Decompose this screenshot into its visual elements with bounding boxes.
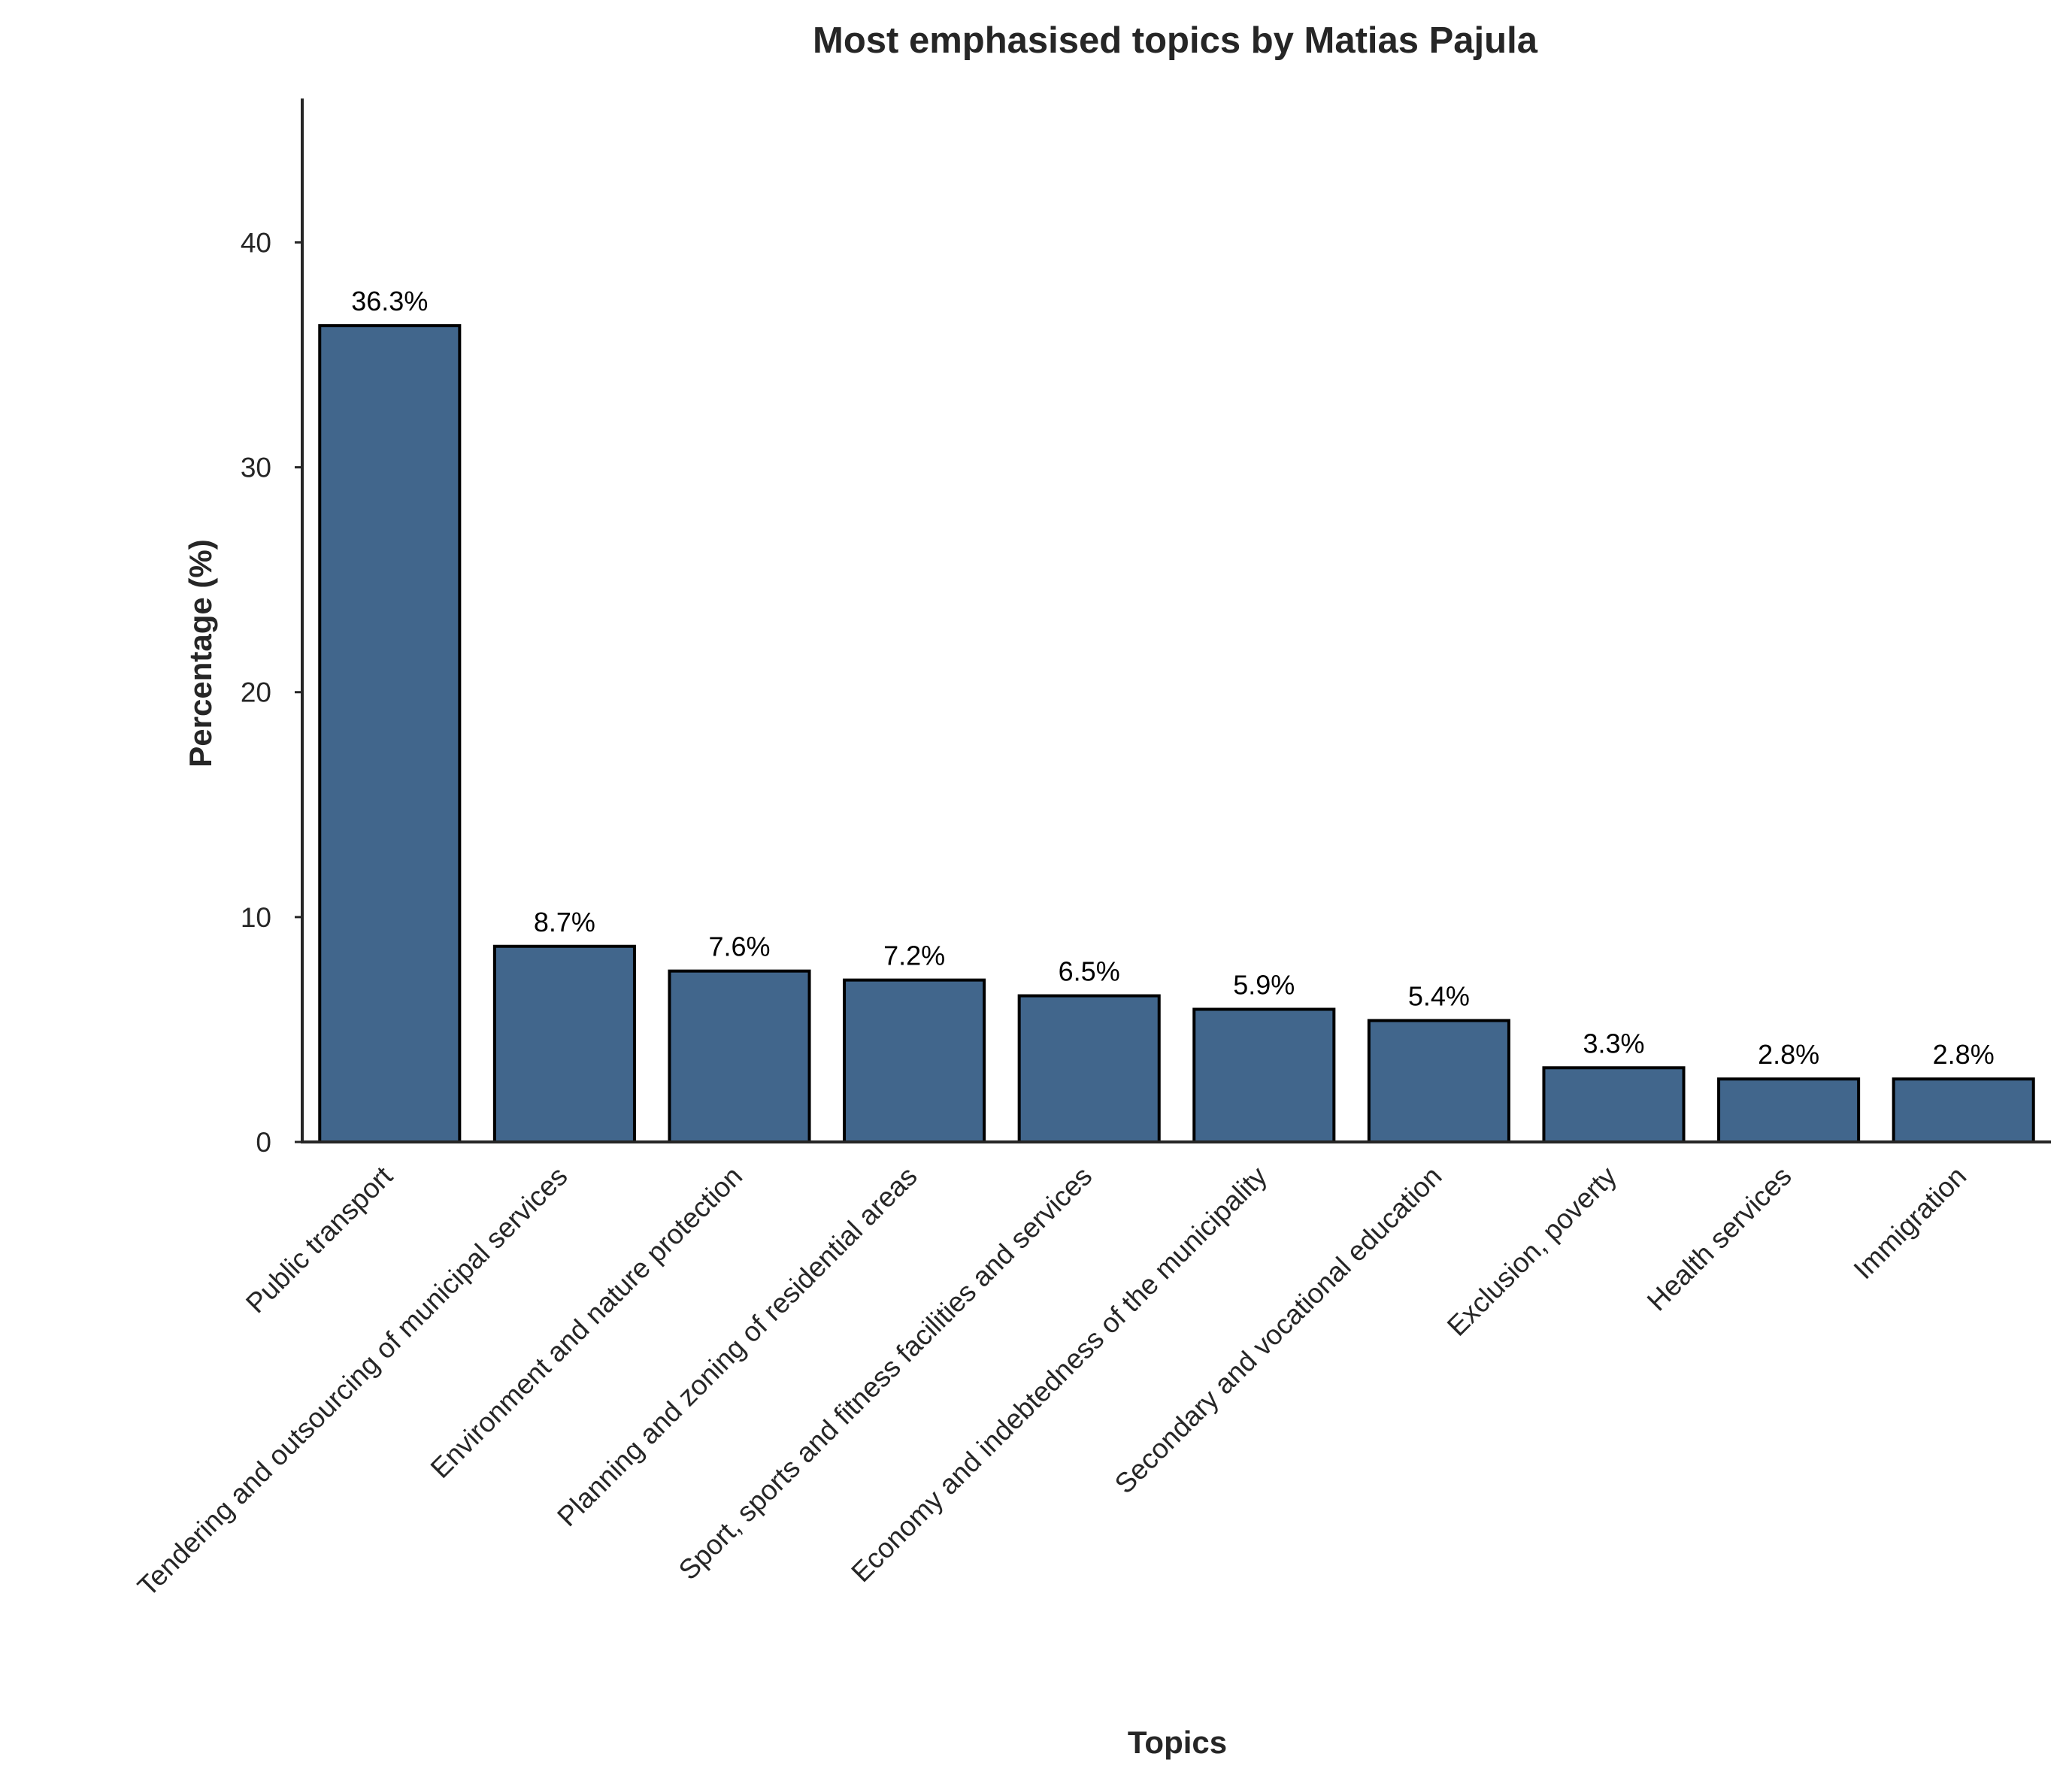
x-tick-label-environment-and-nature-protection: Environment and nature protection — [425, 1161, 748, 1484]
y-ticks-group: 0 10 20 30 40 — [241, 227, 302, 1158]
data-label-tendering-and-outsourcing-of-municipal-services: 8.7% — [534, 907, 595, 937]
y-tick-label-40: 40 — [241, 227, 271, 258]
chart-title: Most emphasised topics by Matias Pajula — [813, 20, 1538, 61]
data-label-secondary-and-vocational-education: 5.4% — [1408, 980, 1470, 1011]
x-tick-label-immigration: Immigration — [1848, 1161, 1973, 1286]
data-label-sport-sports-and-fitness-facilities-and-services: 6.5% — [1059, 956, 1120, 987]
bar-environment-and-nature-protection — [668, 969, 811, 1143]
data-label-public-transport: 36.3% — [351, 286, 428, 317]
x-tick-label-secondary-and-vocational-education: Secondary and vocational education — [1109, 1161, 1448, 1500]
bar-immigration — [1892, 1077, 2035, 1143]
bar-health-services — [1717, 1077, 1861, 1143]
data-label-planning-and-zoning-of-residential-areas: 7.2% — [883, 940, 945, 971]
x-tick-label-exclusion-poverty: Exclusion, poverty — [1441, 1160, 1623, 1342]
bar-secondary-and-vocational-education — [1367, 1019, 1510, 1144]
data-label-immigration: 2.8% — [1933, 1039, 1995, 1070]
data-label-economy-and-indebtedness-of-the-municipality: 5.9% — [1233, 970, 1295, 1001]
x-tick-label-planning-and-zoning-of-residential-areas: Planning and zoning of residential areas — [551, 1161, 922, 1532]
y-tick-label-10: 10 — [241, 902, 271, 933]
data-label-exclusion-poverty: 3.3% — [1583, 1028, 1644, 1059]
bar-tendering-and-outsourcing-of-municipal-services — [492, 944, 636, 1143]
x-tick-label-public-transport: Public transport — [240, 1160, 398, 1319]
x-tick-label-economy-and-indebtedness-of-the-municipality: Economy and indebtedness of the municipa… — [845, 1160, 1273, 1588]
bars-group — [318, 324, 2035, 1144]
bar-exclusion-poverty — [1542, 1066, 1686, 1143]
x-tick-label-sport-sports-and-fitness-facilities-and-services: Sport, sports and fitness facilities and… — [673, 1161, 1098, 1586]
data-labels-group: 36.3% 8.7% 7.6% 7.2% 6.5% 5.9% 5.4% 3.3% 2.8% 2.8… — [351, 286, 1994, 1070]
y-axis-label: Percentage (%) — [183, 539, 218, 767]
data-label-environment-and-nature-protection: 7.6% — [708, 931, 770, 962]
bar-planning-and-zoning-of-residential-areas — [843, 978, 986, 1144]
data-label-health-services: 2.8% — [1758, 1039, 1819, 1070]
bar-economy-and-indebtedness-of-the-municipality — [1192, 1007, 1336, 1144]
x-tick-label-health-services: Health services — [1641, 1161, 1798, 1317]
bar-sport-sports-and-fitness-facilities-and-services — [1017, 994, 1161, 1143]
y-tick-label-30: 30 — [241, 453, 271, 483]
x-axis-label: Topics — [1128, 1725, 1227, 1760]
bar-public-transport — [318, 324, 462, 1144]
y-tick-label-20: 20 — [241, 677, 271, 708]
y-tick-label-0: 0 — [256, 1127, 271, 1158]
